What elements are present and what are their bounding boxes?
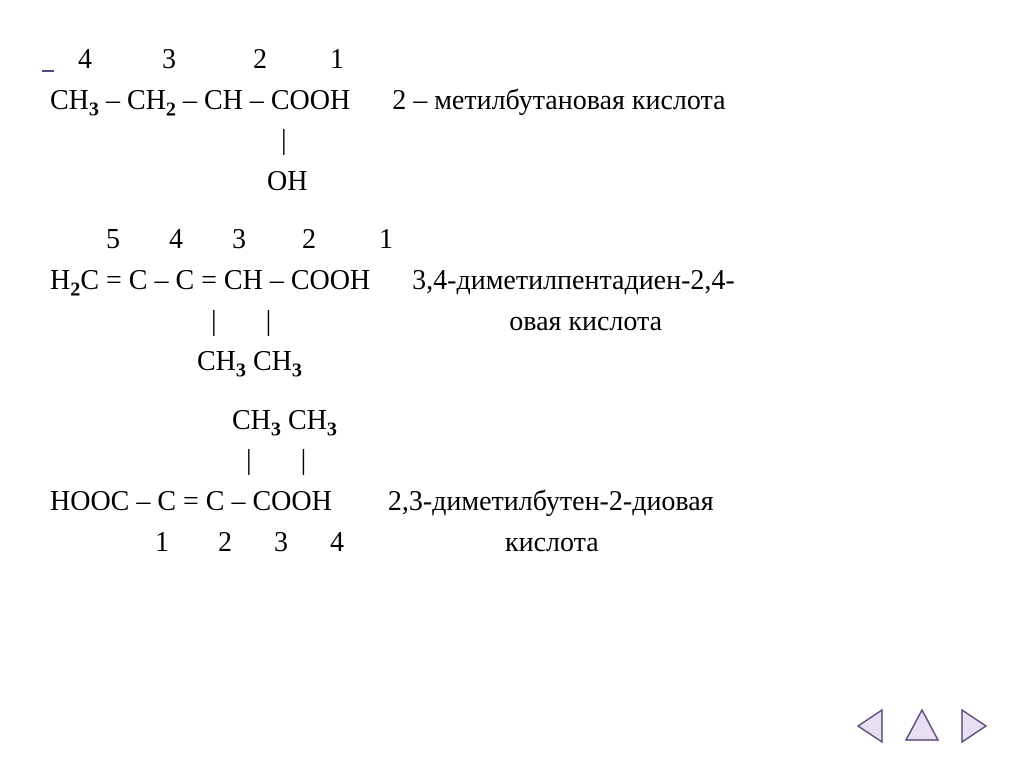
formula-text: HOOC – C = C – COOH	[50, 486, 332, 517]
bond-line: | |	[50, 441, 974, 482]
carbon-numbers: 4 3 2 1	[50, 40, 974, 81]
prev-button[interactable]	[852, 706, 892, 746]
triangle-up-icon	[902, 706, 942, 746]
compound-name-tail: кислота	[505, 527, 599, 558]
formula-text: CH3 – CH2 – CH – COOH	[50, 85, 350, 116]
compound-1: 4 3 2 1 CH3 – CH2 – CH – COOH 2 – метилб…	[50, 40, 974, 202]
compound-name: 2 – метилбутановая кислота	[392, 85, 725, 116]
nums-text: 1 2 3 4	[50, 527, 344, 558]
substituent: CH3 CH3	[50, 342, 974, 383]
bond-text: | |	[50, 306, 271, 337]
structural-formula: HOOC – C = C – COOH 2,3-диметилбутен-2-д…	[50, 482, 974, 523]
compound-name-line2: овая кислота	[509, 306, 662, 337]
compound-3: CH3 CH3 | | HOOC – C = C – COOH 2,3-диме…	[50, 401, 974, 563]
home-button[interactable]	[902, 706, 942, 746]
slide-navigation	[852, 706, 992, 746]
next-button[interactable]	[952, 706, 992, 746]
decorative-mark	[42, 70, 54, 72]
compound-name: 2,3-диметилбутен-2-диовая	[388, 486, 714, 517]
bond-line: |	[50, 121, 974, 162]
carbon-numbers: 5 4 3 2 1	[50, 220, 974, 261]
structural-formula: CH3 – CH2 – CH – COOH 2 – метилбутановая…	[50, 81, 974, 122]
compound-name-line1: 3,4-диметилпентадиен-2,4-	[412, 265, 735, 296]
formula-text: H2C = C – C = CH – COOH	[50, 265, 370, 296]
slide: 4 3 2 1 CH3 – CH2 – CH – COOH 2 – метилб…	[0, 0, 1024, 768]
substituent: OH	[50, 162, 974, 203]
triangle-left-icon	[852, 706, 892, 746]
substituent-top: CH3 CH3	[50, 401, 974, 442]
carbon-numbers: 1 2 3 4 кислота	[50, 523, 974, 564]
structural-formula: H2C = C – C = CH – COOH 3,4-диметилпента…	[50, 261, 974, 302]
compound-2: 5 4 3 2 1 H2C = C – C = CH – COOH 3,4-ди…	[50, 220, 974, 382]
bond-line: | | овая кислота	[50, 302, 974, 343]
triangle-right-icon	[952, 706, 992, 746]
